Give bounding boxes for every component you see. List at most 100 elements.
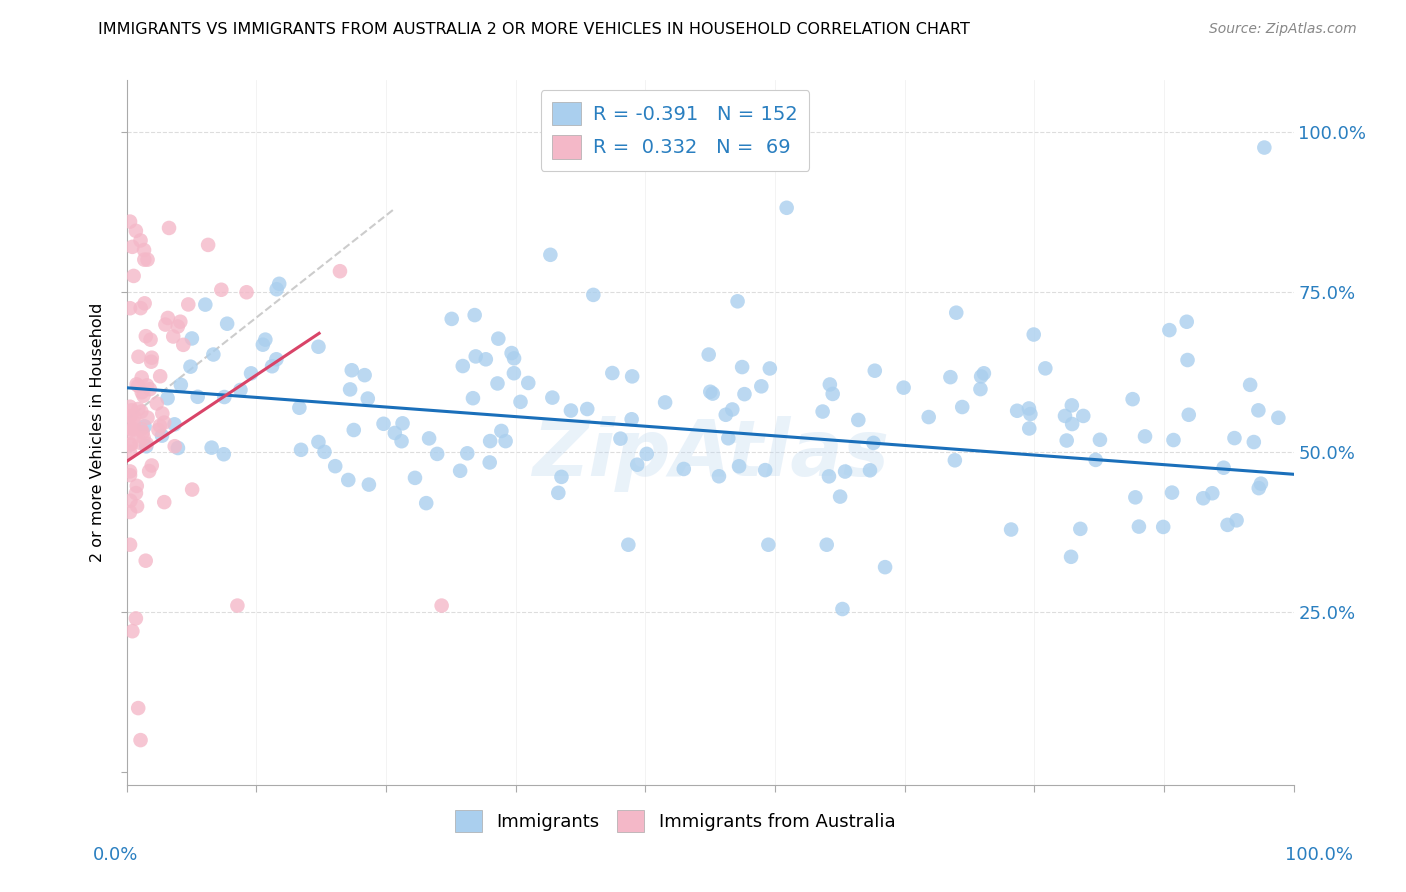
- Point: [862, 436, 884, 450]
- Point: [1163, 433, 1185, 447]
- Point: [202, 347, 225, 361]
- Point: [759, 361, 782, 376]
- Point: [125, 479, 148, 493]
- Point: [538, 248, 561, 262]
- Point: [495, 434, 517, 449]
- Point: [1069, 522, 1091, 536]
- Text: 100.0%: 100.0%: [1285, 846, 1353, 863]
- Point: [132, 425, 155, 440]
- Point: [731, 360, 754, 375]
- Point: [1022, 327, 1045, 342]
- Point: [141, 351, 163, 365]
- Point: [129, 733, 152, 747]
- Point: [576, 402, 599, 417]
- Point: [550, 470, 572, 484]
- Point: [384, 425, 406, 440]
- Point: [707, 469, 730, 483]
- Point: [226, 599, 249, 613]
- Point: [125, 486, 148, 500]
- Point: [834, 465, 856, 479]
- Point: [180, 331, 202, 345]
- Point: [150, 407, 173, 421]
- Point: [950, 400, 973, 414]
- Point: [145, 396, 167, 410]
- Point: [162, 329, 184, 343]
- Point: [1161, 485, 1184, 500]
- Point: [141, 354, 163, 368]
- Point: [1201, 486, 1223, 500]
- Point: [132, 430, 155, 444]
- Point: [621, 369, 644, 384]
- Point: [134, 252, 156, 267]
- Point: [240, 367, 263, 381]
- Point: [128, 435, 150, 450]
- Point: [290, 442, 312, 457]
- Point: [197, 238, 219, 252]
- Point: [135, 329, 157, 343]
- Point: [127, 401, 149, 416]
- Point: [811, 404, 834, 418]
- Point: [120, 493, 142, 508]
- Point: [918, 410, 941, 425]
- Text: ZipAtlas: ZipAtlas: [531, 416, 889, 491]
- Point: [1005, 404, 1028, 418]
- Point: [970, 369, 993, 384]
- Point: [582, 288, 605, 302]
- Point: [214, 390, 236, 404]
- Point: [156, 391, 179, 405]
- Point: [501, 346, 523, 360]
- Point: [815, 538, 838, 552]
- Point: [340, 363, 363, 377]
- Point: [118, 214, 141, 228]
- Point: [503, 366, 526, 380]
- Point: [153, 416, 176, 430]
- Point: [148, 423, 170, 437]
- Point: [939, 370, 962, 384]
- Point: [509, 394, 531, 409]
- Point: [129, 234, 152, 248]
- Point: [1177, 353, 1199, 368]
- Point: [426, 447, 449, 461]
- Point: [1128, 519, 1150, 533]
- Point: [135, 554, 157, 568]
- Point: [118, 468, 141, 483]
- Point: [714, 408, 737, 422]
- Point: [620, 412, 643, 426]
- Point: [830, 490, 852, 504]
- Point: [1018, 421, 1040, 435]
- Text: Source: ZipAtlas.com: Source: ZipAtlas.com: [1209, 22, 1357, 37]
- Point: [440, 312, 463, 326]
- Point: [181, 483, 204, 497]
- Point: [1084, 453, 1107, 467]
- Point: [121, 240, 143, 254]
- Point: [449, 464, 471, 478]
- Point: [138, 464, 160, 478]
- Point: [654, 395, 676, 409]
- Point: [339, 383, 361, 397]
- Point: [1062, 417, 1084, 431]
- Point: [754, 463, 776, 477]
- Point: [307, 435, 329, 450]
- Point: [166, 319, 188, 334]
- Point: [733, 387, 755, 401]
- Point: [1247, 403, 1270, 417]
- Point: [636, 447, 658, 461]
- Point: [209, 283, 232, 297]
- Point: [456, 446, 478, 460]
- Point: [831, 602, 853, 616]
- Point: [818, 377, 841, 392]
- Point: [479, 434, 502, 448]
- Point: [118, 538, 141, 552]
- Point: [464, 308, 486, 322]
- Point: [229, 383, 252, 397]
- Point: [1247, 481, 1270, 495]
- Point: [170, 377, 193, 392]
- Point: [269, 277, 291, 291]
- Point: [136, 252, 159, 267]
- Point: [357, 392, 380, 406]
- Point: [288, 401, 311, 415]
- Point: [266, 352, 288, 367]
- Point: [125, 500, 148, 514]
- Point: [391, 417, 413, 431]
- Point: [1018, 401, 1040, 416]
